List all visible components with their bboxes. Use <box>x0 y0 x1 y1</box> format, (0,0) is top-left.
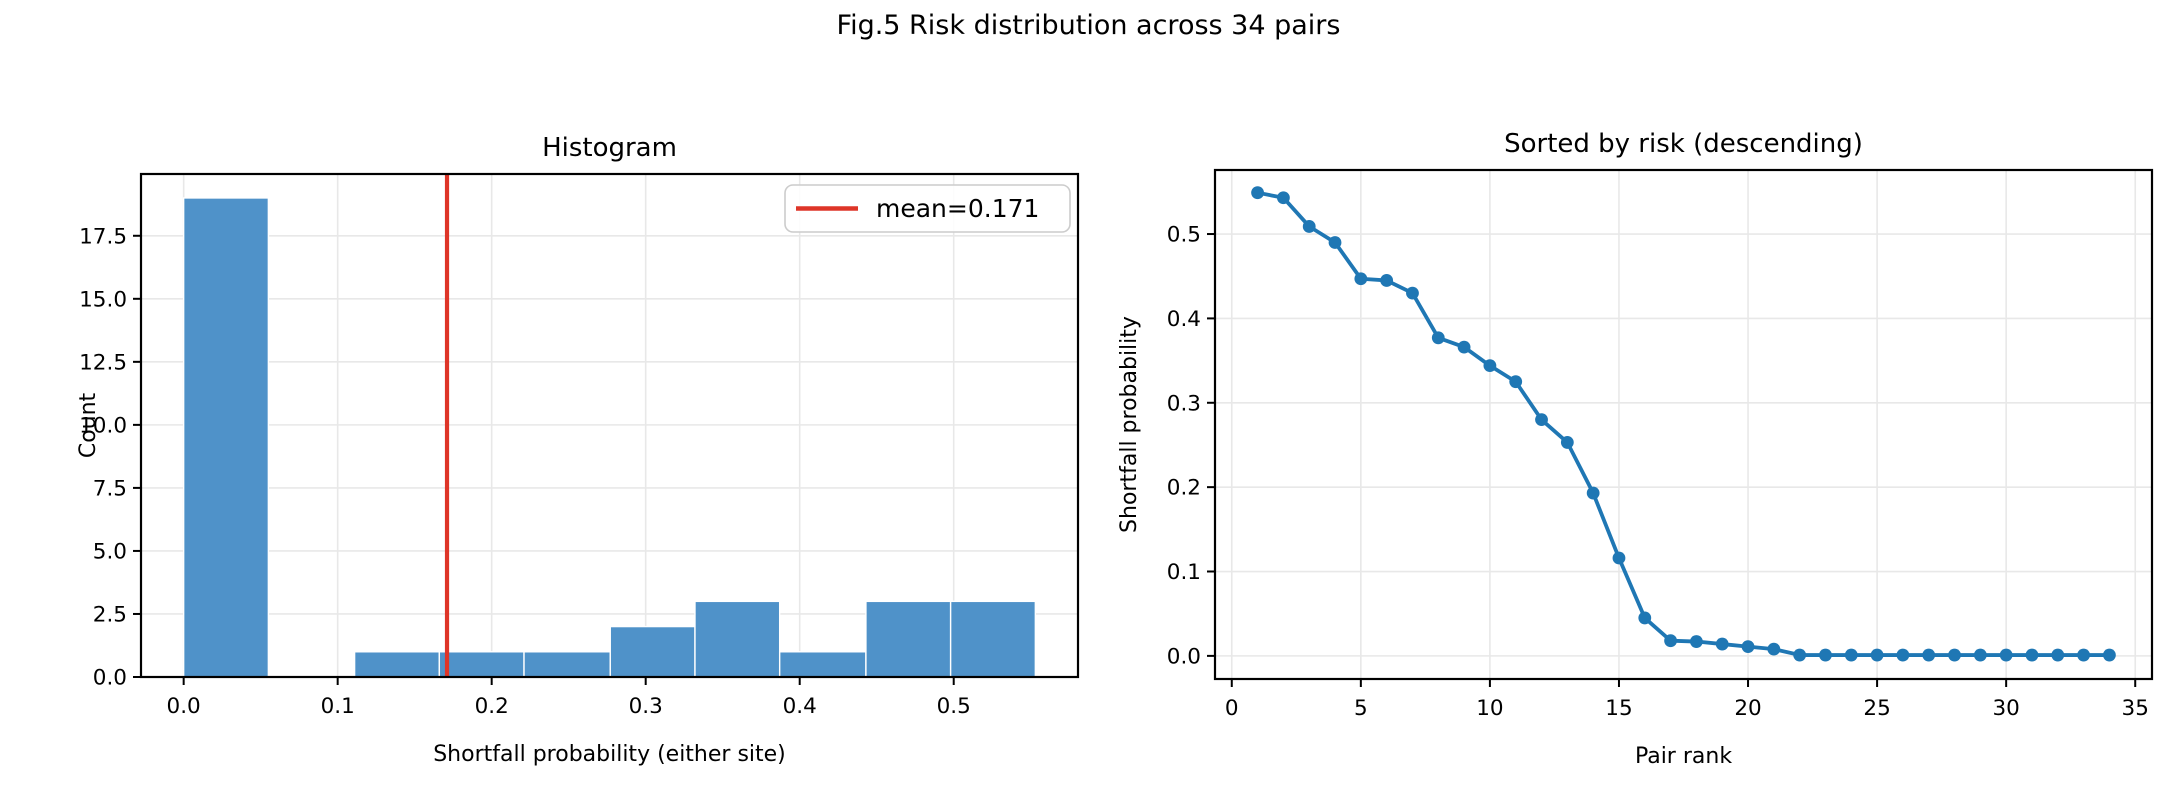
histogram-bar <box>182 197 270 678</box>
data-point-marker <box>1664 634 1677 648</box>
data-point-marker <box>1277 191 1290 205</box>
data-point-marker <box>1380 274 1394 287</box>
data-point-marker <box>1251 186 1264 200</box>
legend-label: mean=0.171 <box>876 194 1039 223</box>
tick-labels: 0 5 10 15 20 25 30 35 0.0 0.1 0.2 0.3 0.4 0.5 <box>1167 223 2149 721</box>
data-point-marker <box>1509 375 1523 389</box>
data-point-marker <box>1483 359 1497 373</box>
chart-title: Sorted by risk (descending) <box>1504 129 1863 159</box>
data-point-marker <box>1948 648 1961 662</box>
y-tick-label: 0.1 <box>1167 560 1201 585</box>
x-tick-label: 10 <box>1476 696 1503 721</box>
y-tick-label: 17.5 <box>79 224 127 249</box>
data-point-marker <box>1457 340 1471 354</box>
data-point-marker <box>1406 286 1419 300</box>
y-tick-label: 7.5 <box>93 476 127 501</box>
y-tick-label: 2.5 <box>93 602 127 627</box>
x-tick-label: 0.4 <box>783 694 817 719</box>
tick-labels: 0.0 0.1 0.2 0.3 0.4 0.5 0.0 2.5 5.0 7.5 10.0 12.5 15… <box>79 224 971 719</box>
histogram-bar <box>353 651 441 678</box>
histogram-bar <box>438 651 525 678</box>
data-point-marker <box>2051 648 2065 662</box>
histogram-bar <box>949 600 1037 678</box>
x-tick-label: 5 <box>1354 696 1368 721</box>
data-point-marker <box>1715 637 1729 651</box>
x-tick-label: 20 <box>1734 696 1761 721</box>
x-tick-label: 30 <box>1992 696 2019 721</box>
x-tick-label: 35 <box>2122 696 2149 721</box>
y-axis-label: Count <box>76 392 101 458</box>
y-tick-label: 0.4 <box>1167 307 1201 332</box>
data-point-marker <box>1690 635 1703 648</box>
data-point-marker <box>2077 648 2090 662</box>
y-tick-label: 10.0 <box>79 413 127 438</box>
histogram-bar <box>523 651 611 678</box>
data-point-marker <box>1896 648 1910 662</box>
y-tick-label: 0.5 <box>1167 223 1201 248</box>
histogram-bar <box>694 600 781 678</box>
x-tick-label: 0.5 <box>937 694 971 719</box>
y-axis-label: Shortfall probability <box>1117 316 1142 533</box>
data-point-marker <box>2025 648 2039 662</box>
data-point-marker <box>1328 236 1342 249</box>
subplot-histogram: 0.0 0.1 0.2 0.3 0.4 0.5 0.0 2.5 5.0 7.5 10.0 12.5 15… <box>76 133 1080 767</box>
histogram-bars <box>182 197 1037 678</box>
data-point-marker <box>2103 648 2116 662</box>
tick-marks <box>1207 233 2137 687</box>
histogram-bar <box>865 600 952 678</box>
y-tick-label: 0.3 <box>1167 391 1201 416</box>
tick-marks <box>133 234 955 685</box>
data-point-marker <box>1844 648 1858 662</box>
risk-markers <box>1251 186 2116 662</box>
data-point-marker <box>1819 648 1832 662</box>
data-point-marker <box>1560 436 1574 449</box>
y-tick-label: 5.0 <box>93 539 127 564</box>
data-point-marker <box>1354 272 1368 286</box>
data-point-marker <box>1586 486 1600 500</box>
x-tick-label: 25 <box>1863 696 1890 721</box>
axes-spines <box>1213 168 2154 681</box>
y-tick-label: 15.0 <box>79 287 127 312</box>
x-axis-label: Pair rank <box>1635 744 1732 769</box>
data-point-marker <box>1793 648 1807 662</box>
x-tick-label: 0.3 <box>629 694 663 719</box>
data-point-marker <box>1302 220 1316 233</box>
y-tick-label: 0.0 <box>93 666 127 691</box>
x-tick-label: 0.0 <box>167 694 201 719</box>
data-point-marker <box>1999 648 2013 662</box>
data-point-marker <box>1922 648 1936 662</box>
data-point-marker <box>1638 611 1652 625</box>
x-tick-label: 0.2 <box>475 694 509 719</box>
subplot-sorted-risk: 0 5 10 15 20 25 30 35 0.0 0.1 0.2 0.3 0.4 0.5 Sorted b… <box>1117 129 2154 769</box>
chart-title: Histogram <box>542 133 677 163</box>
histogram-bar <box>778 651 867 678</box>
data-point-marker <box>1767 642 1781 656</box>
legend: mean=0.171 <box>784 184 1071 233</box>
data-point-marker <box>1535 413 1548 427</box>
gridlines <box>1215 170 2152 679</box>
figure-suptitle: Fig.5 Risk distribution across 34 pairs <box>836 10 1341 41</box>
x-tick-label: 0.1 <box>321 694 355 719</box>
risk-line <box>1257 190 2110 657</box>
data-point-marker <box>1741 640 1755 654</box>
gridlines <box>141 174 1078 678</box>
x-tick-label: 15 <box>1605 696 1632 721</box>
histogram-bar <box>609 625 696 678</box>
x-axis-label: Shortfall probability (either site) <box>433 742 786 767</box>
data-point-marker <box>1431 331 1445 345</box>
y-tick-label: 0.0 <box>1167 644 1201 669</box>
y-tick-label: 0.2 <box>1167 476 1201 501</box>
y-tick-label: 12.5 <box>79 350 127 375</box>
data-point-marker <box>1973 648 1987 662</box>
data-point-marker <box>1612 551 1626 565</box>
data-point-marker <box>1870 648 1884 662</box>
legend-box <box>784 184 1071 233</box>
x-tick-label: 0 <box>1225 696 1239 721</box>
